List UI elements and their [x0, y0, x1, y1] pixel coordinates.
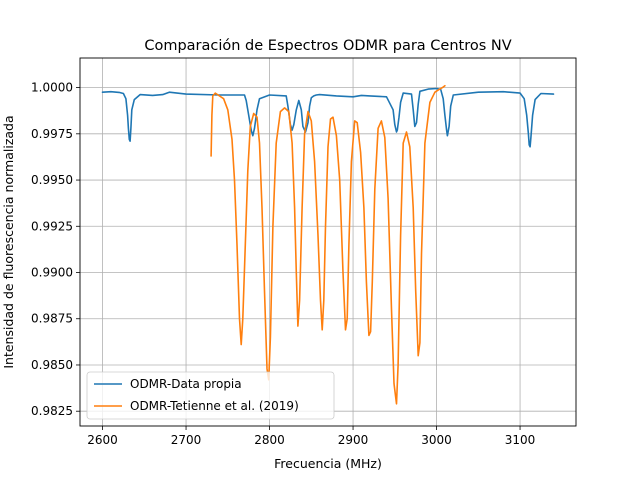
- y-tick-label: 0.9975: [31, 127, 73, 141]
- plot-frame: [79, 57, 577, 427]
- x-tick-label: 2800: [254, 433, 285, 447]
- y-tick-label: 0.9950: [31, 173, 73, 187]
- plot-series: [101, 84, 555, 405]
- y-tick-label: 0.9850: [31, 358, 73, 372]
- x-tick-label: 2600: [87, 433, 118, 447]
- y-tick-label: 0.9825: [31, 404, 73, 418]
- x-axis-label: Frecuencia (MHz): [274, 456, 382, 471]
- y-tick-label: 0.9925: [31, 219, 73, 233]
- chart-title: Comparación de Espectros ODMR para Centr…: [144, 38, 511, 54]
- y-axis-label: Intensidad de fluorescencia normalizada: [1, 115, 16, 368]
- x-tick-label: 2700: [171, 433, 202, 447]
- grid: [80, 58, 576, 426]
- legend-box: [86, 371, 335, 420]
- y-tick-label: 1.0000: [31, 81, 73, 95]
- legend: ODMR-Data propia ODMR-Tetienne et al. (2…: [86, 371, 335, 420]
- axis-ticks: 2600 2700 2800 2900 3000 3100 0.9825 0.9850 0.98…: [31, 81, 535, 447]
- legend-label-series-1: ODMR-Data propia: [130, 377, 242, 391]
- x-tick-label: 3100: [505, 433, 536, 447]
- legend-label-series-2: ODMR-Tetienne et al. (2019): [130, 399, 299, 413]
- y-tick-label: 0.9900: [31, 266, 73, 280]
- x-tick-label: 2900: [338, 433, 369, 447]
- series-line-2: [210, 84, 446, 405]
- x-tick-label: 3000: [421, 433, 452, 447]
- y-tick-label: 0.9875: [31, 312, 73, 326]
- series-line-1: [101, 87, 555, 148]
